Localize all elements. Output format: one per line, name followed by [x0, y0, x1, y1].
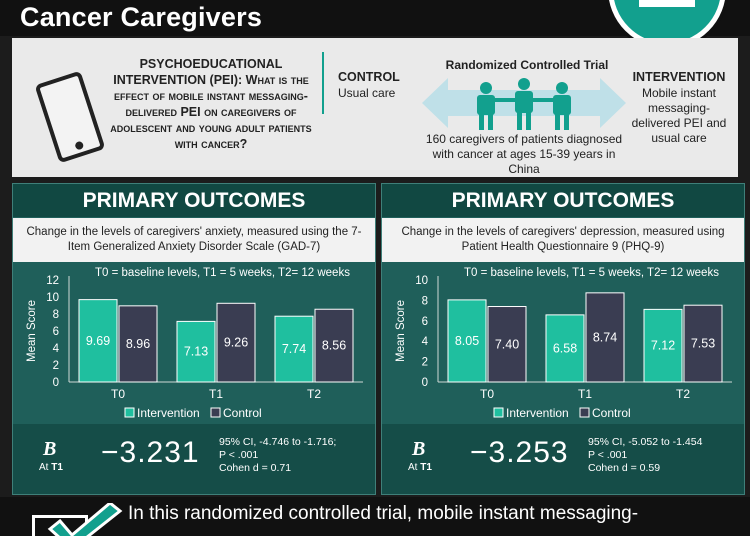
bar-value-label: 7.13	[184, 345, 208, 359]
outcome-description: Change in the levels of caregivers' depr…	[382, 218, 744, 262]
intervention-text: Mobile instant messaging-delivered PEI a…	[631, 86, 727, 145]
y-tick-label: 8	[422, 295, 428, 307]
b-timepoint: At T1	[408, 462, 432, 473]
bar-value-label: 9.69	[86, 334, 110, 348]
bar-intervention-T2	[274, 315, 314, 383]
b-label: B	[412, 438, 426, 460]
checkmark-icon	[47, 503, 123, 536]
bar-value-label: 8.05	[455, 334, 479, 348]
y-tick-label: 12	[46, 275, 59, 287]
bar-control-T0	[118, 305, 158, 383]
control-title: CONTROL	[338, 70, 400, 84]
conclusion-bar: In this randomized controlled trial, mob…	[0, 497, 750, 536]
bar-intervention-T0	[78, 299, 118, 383]
bar-intervention-T0	[447, 299, 487, 383]
outcome-heading: PRIMARY OUTCOMES	[382, 184, 744, 217]
legend-swatch-control	[579, 407, 590, 418]
y-tick-label: 10	[46, 292, 59, 304]
y-tick-label: 0	[422, 377, 428, 389]
b-value: −3.253	[470, 436, 569, 469]
depression-bar-chart: T0 = baseline levels, T1 = 5 weeks, T2= …	[395, 267, 732, 420]
depression-stat-row: B At T1 −3.253 95% CI, -5.052 to -1.454 …	[382, 424, 744, 494]
outcome-heading: PRIMARY OUTCOMES	[13, 184, 375, 217]
bar-control-T1	[216, 302, 256, 383]
header-bar: Cancer Caregivers	[0, 0, 750, 48]
people-icon	[422, 78, 626, 130]
chart-annotation: T0 = baseline levels, T1 = 5 weeks, T2= …	[464, 267, 719, 279]
anxiety-outcome-panel: PRIMARY OUTCOMES Change in the levels of…	[12, 183, 376, 495]
y-tick-label: 2	[53, 360, 59, 372]
bar-control-T0	[487, 306, 527, 383]
x-tick-label: T0	[480, 387, 494, 401]
bar-control-T2	[683, 304, 723, 383]
page-title: Cancer Caregivers	[20, 2, 263, 32]
y-tick-label: 10	[415, 275, 428, 287]
x-tick-label: T2	[307, 387, 321, 401]
legend-swatch-intervention	[493, 407, 504, 418]
y-tick-label: 0	[53, 377, 59, 389]
x-tick-label: T1	[209, 387, 223, 401]
intervention-title: INTERVENTION	[632, 70, 726, 84]
bar-control-T1	[585, 292, 625, 383]
phone-icon	[34, 70, 106, 164]
anxiety-stat-row: B At T1 −3.231 95% CI, -4.746 to -1.716;…	[13, 424, 375, 494]
y-tick-label: 6	[53, 326, 59, 338]
depression-outcome-panel: PRIMARY OUTCOMES Change in the levels of…	[381, 183, 745, 495]
bar-control-T2	[314, 308, 354, 383]
bar-intervention-T1	[176, 320, 216, 383]
b-value: −3.231	[101, 436, 200, 469]
rct-title: Randomized Controlled Trial	[445, 58, 609, 72]
legend-label-control: Control	[223, 406, 262, 420]
y-tick-label: 2	[422, 357, 428, 369]
b-label: B	[43, 438, 57, 460]
y-tick-label: 4	[53, 343, 60, 355]
conclusion-text: In this randomized controlled trial, mob…	[128, 503, 639, 524]
ci-text: 95% CI, -4.746 to -1.716; P < .001 Cohen…	[219, 436, 337, 474]
bar-intervention-T2	[643, 308, 683, 383]
x-tick-label: T0	[111, 387, 125, 401]
bar-value-label: 7.12	[651, 339, 675, 353]
legend-label-intervention: Intervention	[506, 406, 569, 420]
bar-value-label: 7.53	[691, 337, 715, 351]
legend-label-control: Control	[592, 406, 631, 420]
bar-value-label: 8.74	[593, 330, 617, 344]
ci-text: 95% CI, -5.052 to -1.454 P < .001 Cohen …	[588, 436, 703, 474]
y-tick-label: 4	[422, 336, 429, 348]
study-question: PSYCHOEDUCATIONAL INTERVENTION (PEI): Wh…	[110, 57, 312, 151]
divider	[322, 52, 324, 114]
bar-intervention-T1	[545, 314, 585, 383]
bar-value-label: 7.40	[495, 337, 519, 351]
bar-value-label: 8.96	[126, 337, 150, 351]
y-axis-label: Mean Score	[395, 300, 407, 362]
bar-value-label: 9.26	[224, 336, 248, 350]
x-tick-label: T2	[676, 387, 690, 401]
bar-value-label: 8.56	[322, 339, 346, 353]
rct-description: 160 caregivers of patients diagnosed wit…	[425, 132, 623, 176]
chart-annotation: T0 = baseline levels, T1 = 5 weeks, T2= …	[95, 267, 350, 279]
control-text: Usual care	[338, 86, 396, 100]
bar-value-label: 7.74	[282, 342, 306, 356]
bar-value-label: 6.58	[553, 341, 577, 355]
y-tick-label: 8	[53, 309, 59, 321]
study-design-panel: PSYCHOEDUCATIONAL INTERVENTION (PEI): Wh…	[12, 38, 738, 177]
y-axis-label: Mean Score	[26, 300, 38, 362]
legend-label-intervention: Intervention	[137, 406, 200, 420]
anxiety-bar-chart: T0 = baseline levels, T1 = 5 weeks, T2= …	[26, 267, 363, 420]
legend-swatch-intervention	[124, 407, 135, 418]
b-timepoint: At T1	[39, 462, 63, 473]
legend-swatch-control	[210, 407, 221, 418]
outcome-description: Change in the levels of caregivers' anxi…	[13, 218, 375, 262]
x-tick-label: T1	[578, 387, 592, 401]
y-tick-label: 6	[422, 316, 428, 328]
